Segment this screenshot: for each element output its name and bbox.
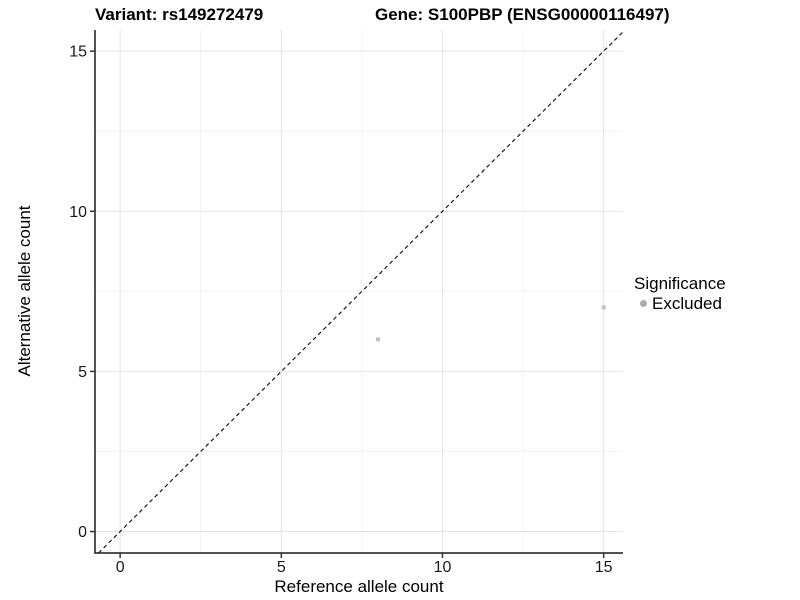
y-tick-label: 10 bbox=[69, 204, 87, 221]
x-tick-label: 0 bbox=[116, 559, 125, 576]
legend-item-label: Excluded bbox=[652, 294, 722, 313]
y-tick-label: 0 bbox=[78, 524, 87, 541]
legend-title: Significance bbox=[634, 274, 726, 293]
gene-title: Gene: S100PBP (ENSG00000116497) bbox=[375, 5, 670, 24]
x-tick-label: 15 bbox=[595, 559, 613, 576]
x-axis-label: Reference allele count bbox=[274, 577, 444, 596]
legend-point-icon bbox=[640, 300, 647, 307]
data-point bbox=[375, 337, 381, 342]
legend: Significance Excluded bbox=[634, 274, 726, 313]
variant-title: Variant: rs149272479 bbox=[95, 5, 264, 24]
identity-line bbox=[98, 31, 624, 554]
legend-item-excluded: Excluded bbox=[634, 294, 726, 313]
x-tick-label: 10 bbox=[434, 559, 452, 576]
y-axis-label: Alternative allele count bbox=[15, 205, 34, 377]
x-tick-label: 5 bbox=[277, 559, 286, 576]
y-tick-label: 5 bbox=[78, 364, 87, 381]
data-point bbox=[601, 305, 606, 310]
y-tick-label: 15 bbox=[69, 44, 87, 61]
